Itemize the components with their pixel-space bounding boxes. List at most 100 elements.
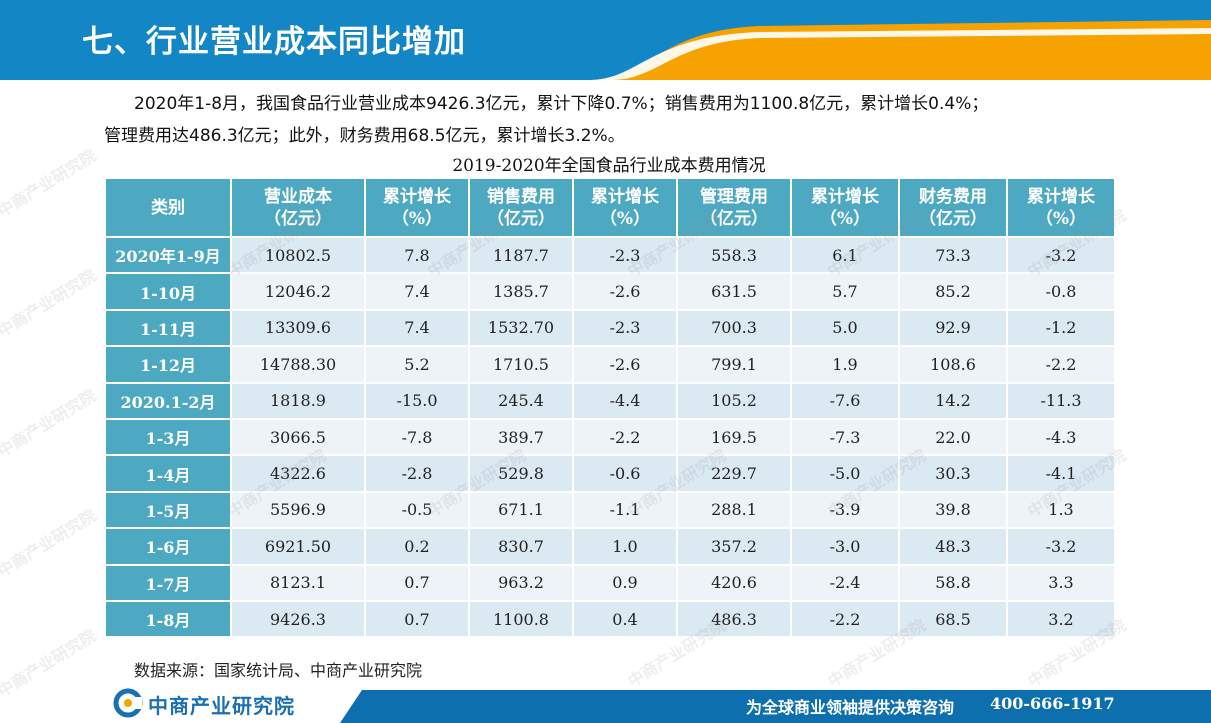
- table-cell: 357.2: [676, 527, 792, 566]
- table-cell: 0.2: [364, 527, 470, 566]
- table-cell: 7.4: [364, 308, 470, 348]
- watermark: 中商产业研究院: [0, 505, 100, 582]
- table-cell: -3.2: [1006, 527, 1116, 566]
- table-cell: 14.2: [898, 381, 1008, 420]
- table-cell: -7.8: [364, 417, 470, 457]
- row-category: 1-6月: [104, 527, 232, 566]
- table-row: 2020.1-2月 1818.9 -15.0 245.4 -4.4 105.2 -7.6 14…: [104, 381, 1116, 420]
- row-category: 1-8月: [104, 599, 232, 639]
- table-cell: 8123.1: [230, 563, 366, 602]
- table-cell: -2.6: [572, 345, 678, 384]
- column-header-6: 累计增长 （%）: [790, 177, 900, 238]
- column-header-unit: （%）: [819, 208, 871, 229]
- table-body: 2020年1-9月 10802.5 7.8 1187.7 -2.3 558.3 6.1 73.…: [104, 235, 1116, 639]
- column-header-label: 销售费用: [487, 186, 555, 207]
- table-cell: 13309.6: [230, 308, 366, 348]
- table-cell: 9426.3: [230, 599, 366, 639]
- footer-logo-text: 中商产业研究院: [148, 694, 295, 718]
- table-cell: 30.3: [898, 454, 1008, 493]
- table-cell: 68.5: [898, 599, 1008, 639]
- source-note: 数据来源：国家统计局、中商产业研究院: [134, 661, 423, 680]
- intro-line-2: 管理费用达486.3亿元；此外，财务费用68.5亿元，累计增长3.2%。: [104, 126, 625, 146]
- table-cell: -4.1: [1006, 454, 1116, 493]
- table-cell: 1.0: [572, 527, 678, 566]
- table-cell: 4322.6: [230, 454, 366, 493]
- table-cell: 389.7: [468, 417, 574, 457]
- intro-paragraph: 2020年1-8月，我国食品行业营业成本9426.3亿元，累计下降0.7%；销售…: [104, 88, 1184, 152]
- table-cell: -7.3: [790, 417, 900, 457]
- column-header-7: 财务费用 （亿元）: [898, 177, 1008, 238]
- table-row: 1-3月 3066.5 -7.8 389.7 -2.2 169.5 -7.3 22.0 -4.3: [104, 417, 1116, 457]
- table-cell: 229.7: [676, 454, 792, 493]
- table-cell: 1.3: [1006, 490, 1116, 530]
- table-cell: 1818.9: [230, 381, 366, 420]
- watermark: 中商产业研究院: [0, 625, 100, 702]
- table-cell: 288.1: [676, 490, 792, 530]
- table-cell: 73.3: [898, 235, 1008, 275]
- table-cell: 0.9: [572, 563, 678, 602]
- column-header-unit: （亿元）: [264, 208, 332, 229]
- table-cell: 108.6: [898, 345, 1008, 384]
- column-header-label: 累计增长: [383, 186, 451, 207]
- column-header-label: 营业成本: [264, 186, 332, 207]
- footer-slogan: 为全球商业领袖提供决策咨询: [746, 698, 955, 717]
- table-cell: 58.8: [898, 563, 1008, 602]
- table-cell: -0.5: [364, 490, 470, 530]
- column-header-label: 类别: [151, 197, 185, 218]
- table-cell: 48.3: [898, 527, 1008, 566]
- table-cell: 700.3: [676, 308, 792, 348]
- table-cell: 1.9: [790, 345, 900, 384]
- column-header-label: 累计增长: [1027, 186, 1095, 207]
- table-cell: 3.2: [1006, 599, 1116, 639]
- watermark: 中商产业研究院: [0, 145, 100, 222]
- column-header-3: 销售费用 （亿元）: [468, 177, 574, 238]
- table-row: 1-4月 4322.6 -2.8 529.8 -0.6 229.7 -5.0 30.3 -4.1: [104, 454, 1116, 493]
- row-category: 1-5月: [104, 490, 232, 530]
- table-cell: -3.9: [790, 490, 900, 530]
- table-cell: 10802.5: [230, 235, 366, 275]
- table-cell: -2.8: [364, 454, 470, 493]
- watermark: 中商产业研究院: [0, 385, 100, 462]
- footer-bar: [340, 690, 1211, 723]
- column-header-4: 累计增长 （%）: [572, 177, 678, 238]
- row-category: 1-7月: [104, 563, 232, 602]
- table-cell: 420.6: [676, 563, 792, 602]
- intro-line-1: 2020年1-8月，我国食品行业营业成本9426.3亿元，累计下降0.7%；销售…: [134, 94, 989, 114]
- column-header-label: 财务费用: [919, 186, 987, 207]
- table-cell: -4.3: [1006, 417, 1116, 457]
- table-cell: 671.1: [468, 490, 574, 530]
- table-cell: 5.7: [790, 272, 900, 311]
- table-cell: -3.2: [1006, 235, 1116, 275]
- table-cell: 6921.50: [230, 527, 366, 566]
- row-category: 1-3月: [104, 417, 232, 457]
- table-cell: 799.1: [676, 345, 792, 384]
- column-header-unit: （亿元）: [700, 208, 768, 229]
- table-cell: -2.3: [572, 235, 678, 275]
- table-row: 1-10月 12046.2 7.4 1385.7 -2.6 631.5 5.7 85.2 -0.…: [104, 272, 1116, 311]
- table-cell: 6.1: [790, 235, 900, 275]
- table-cell: -2.2: [790, 599, 900, 639]
- column-header-label: 累计增长: [811, 186, 879, 207]
- table-cell: 1710.5: [468, 345, 574, 384]
- table-cell: 22.0: [898, 417, 1008, 457]
- table-cell: 245.4: [468, 381, 574, 420]
- table-cell: -0.8: [1006, 272, 1116, 311]
- table-row: 1-7月 8123.1 0.7 963.2 0.9 420.6 -2.4 58.8 3.3: [104, 563, 1116, 602]
- table-cell: -2.2: [1006, 345, 1116, 384]
- table-cell: 830.7: [468, 527, 574, 566]
- table-cell: -5.0: [790, 454, 900, 493]
- table-cell: -1.1: [572, 490, 678, 530]
- page-title: 七、行业营业成本同比增加: [82, 24, 466, 60]
- footer-bar-shape: [340, 690, 362, 723]
- table-cell: -2.3: [572, 308, 678, 348]
- row-category: 2020年1-9月: [104, 235, 232, 275]
- table-cell: -2.6: [572, 272, 678, 311]
- column-header-unit: （%）: [1035, 208, 1087, 229]
- watermark: 中商产业研究院: [0, 265, 100, 342]
- table-cell: 486.3: [676, 599, 792, 639]
- table-cell: -2.4: [790, 563, 900, 602]
- column-header-unit: （%）: [599, 208, 651, 229]
- footer-phone: 400-666-1917: [990, 694, 1115, 713]
- row-category: 1-12月: [104, 345, 232, 384]
- row-category: 1-11月: [104, 308, 232, 348]
